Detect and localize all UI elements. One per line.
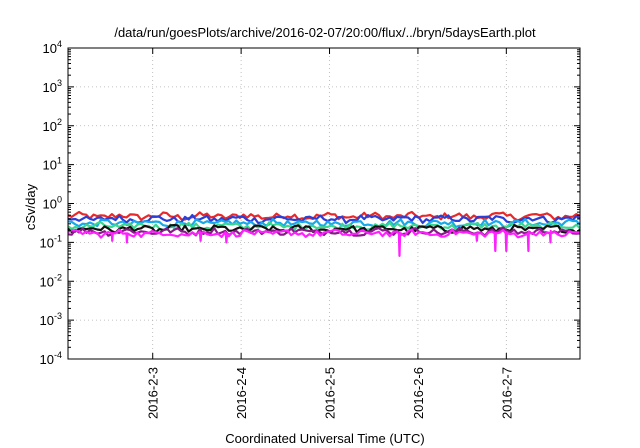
y-tick-label: 10-1 [40,233,62,250]
x-tick-label: 2016-2-7 [499,367,514,419]
series-lines [67,210,581,257]
series-line-6 [67,226,581,237]
grid-lines [68,48,580,359]
y-tick-label: 100 [43,195,62,212]
y-tick-label: 10-2 [40,272,62,289]
chart-title: /data/run/goesPlots/archive/2016-02-07/2… [114,25,536,40]
y-tick-label: 104 [43,39,62,56]
x-tick-label: 2016-2-4 [234,367,249,419]
y-tick-label: 101 [43,156,62,173]
series-line-2 [67,214,581,225]
series-line-4 [67,221,581,232]
y-tick-label: 103 [43,78,62,95]
x-axis-label: Coordinated Universal Time (UTC) [225,431,424,446]
series-line-7 [67,228,581,257]
x-tick-label: 2016-2-5 [323,367,338,419]
x-tick-label: 2016-2-6 [411,367,426,419]
y-axis-label: cSv/day [23,183,38,230]
y-tick-label: 10-4 [40,350,62,367]
axis-ticks: 10-4 10-3 10-2 10-1 100 101 102 103 104 2016-2-3 2… [40,39,580,419]
x-tick-label: 2016-2-3 [146,367,161,419]
y-tick-label: 102 [43,117,62,134]
series-line-3 [67,218,581,229]
y-tick-label: 10-3 [40,311,62,328]
